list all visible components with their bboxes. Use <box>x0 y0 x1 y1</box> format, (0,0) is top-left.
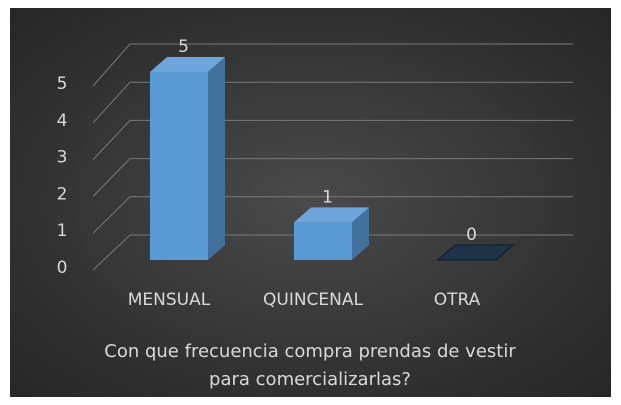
grid-line <box>92 196 573 234</box>
bar-side <box>208 57 225 260</box>
grid-line <box>92 119 573 160</box>
grid-line <box>92 234 573 271</box>
y-tick-label: 5 <box>57 74 68 94</box>
y-tick-label: 2 <box>57 184 68 204</box>
bar <box>294 207 369 260</box>
x-tick-label: QUINCENAL <box>263 290 364 310</box>
grid-line <box>92 158 573 197</box>
y-tick-label: 1 <box>57 221 68 241</box>
bar <box>436 244 515 261</box>
y-tick-label: 0 <box>57 258 68 278</box>
bar-front <box>294 222 352 260</box>
grid-line <box>92 43 573 87</box>
chart: 0 1 2 3 4 5 MENSUAL 5 QUINCENAL 1 OTRA 0 <box>57 37 573 310</box>
bar-top <box>150 57 225 72</box>
bar-top <box>294 207 369 223</box>
y-tick-label: 3 <box>57 148 68 168</box>
x-tick-label: OTRA <box>434 290 481 310</box>
grid-line <box>92 81 573 124</box>
chart-area: 0 1 2 3 4 5 MENSUAL 5 QUINCENAL 1 OTRA 0 Con que fr… <box>10 8 611 397</box>
bar-front <box>150 72 208 260</box>
data-label: 1 <box>322 187 333 207</box>
y-tick-label: 4 <box>57 111 68 131</box>
data-label: 0 <box>466 225 477 245</box>
chart-title: Con que frecuencia compra prendas de ves… <box>104 341 516 390</box>
bar-top <box>436 244 515 261</box>
bar <box>150 57 225 260</box>
data-label: 5 <box>178 37 189 57</box>
x-tick-label: MENSUAL <box>128 290 211 310</box>
bar-side <box>352 207 369 260</box>
